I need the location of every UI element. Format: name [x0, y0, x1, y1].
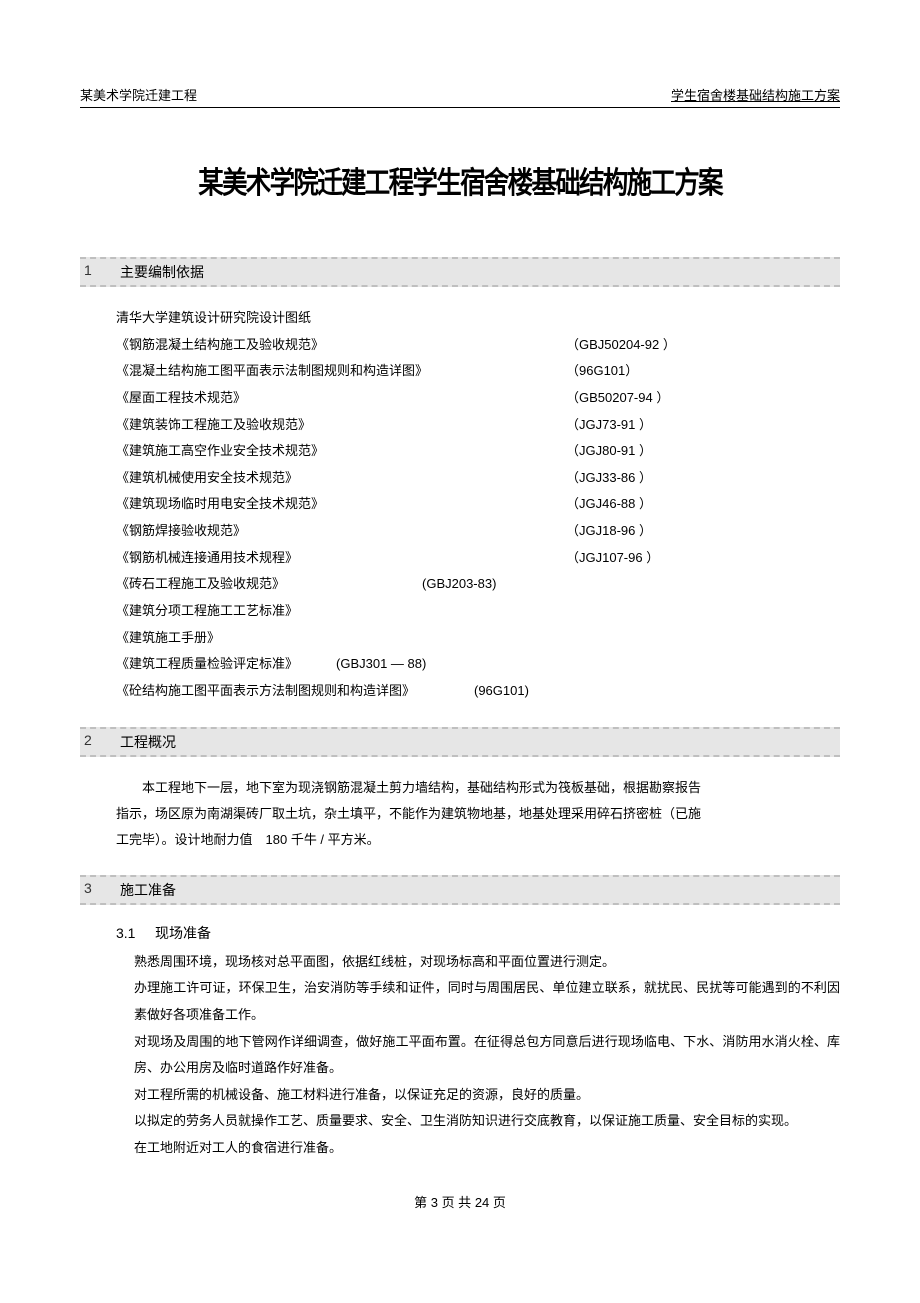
section-2-title: 工程概况: [120, 732, 176, 752]
ref-name: 《建筑现场临时用电安全技术规范》: [116, 491, 566, 518]
section-2-number: 2: [84, 732, 120, 752]
ref-name: 《建筑施工高空作业安全技术规范》: [116, 438, 566, 465]
ref-name: 《建筑施工手册》: [116, 625, 566, 652]
footer-pagenum: 3: [431, 1195, 438, 1210]
refs-intro: 清华大学建筑设计研究院设计图纸: [116, 305, 840, 332]
ref-code: （GB50207-94 ）: [566, 385, 669, 412]
ref-name: 《建筑装饰工程施工及验收规范》: [116, 412, 566, 439]
prep-item: 以拟定的劳务人员就操作工艺、质量要求、安全、卫生消防知识进行交底教育，以保证施工…: [134, 1108, 840, 1135]
ref-row: 《建筑工程质量检验评定标准》(GBJ301 — 88): [116, 651, 840, 678]
subsection-title: 现场准备: [155, 927, 211, 942]
subsection-number: 3.1: [116, 925, 135, 941]
section-2-head: 2 工程概况: [80, 727, 840, 757]
ref-row: 《砼结构施工图平面表示方法制图规则和构造详图》(96G101): [116, 678, 840, 705]
footer-e: 页: [493, 1195, 506, 1210]
ref-code: （JGJ46-88 ）: [566, 491, 652, 518]
ref-row: 《钢筋焊接验收规范》（JGJ18-96 ）: [116, 518, 840, 545]
ref-row: 《钢筋混凝土结构施工及验收规范》（GBJ50204-92 ）: [116, 332, 840, 359]
ref-row: 《钢筋机械连接通用技术规程》（JGJ107-96 ）: [116, 545, 840, 572]
overview-line3b: 180 千牛 / 平方米。: [266, 832, 380, 847]
prep-item: 对工程所需的机械设备、施工材料进行准备，以保证充足的资源，良好的质量。: [134, 1082, 840, 1109]
footer-a: 第: [414, 1195, 427, 1210]
section-1-head: 1 主要编制依据: [80, 257, 840, 287]
ref-row: 《建筑施工手册》: [116, 625, 840, 652]
section-3-head: 3 施工准备: [80, 875, 840, 905]
running-header: 某美术学院迁建工程 学生宿舍楼基础结构施工方案: [80, 85, 840, 108]
ref-row: 《建筑施工高空作业安全技术规范》（JGJ80-91 ）: [116, 438, 840, 465]
prep-item: 熟悉周围环境，现场核对总平面图，依据红线桩，对现场标高和平面位置进行测定。: [134, 949, 840, 976]
overview-line3a: 工完毕）。设计地耐力值: [116, 832, 253, 847]
section-2-body: 本工程地下一层，地下室为现浇钢筋混凝土剪力墙结构，基础结构形式为筏板基础，根据勘…: [80, 775, 840, 853]
section-3-title: 施工准备: [120, 880, 176, 900]
ref-code: （JGJ80-91 ）: [566, 438, 652, 465]
ref-name: 《钢筋焊接验收规范》: [116, 518, 566, 545]
ref-name: 《建筑工程质量检验评定标准》: [116, 651, 336, 678]
ref-name: 《砼结构施工图平面表示方法制图规则和构造详图》: [116, 678, 474, 705]
ref-row: 《屋面工程技术规范》（GB50207-94 ）: [116, 385, 840, 412]
ref-code: (96G101): [474, 678, 529, 705]
ref-name: 《建筑分项工程施工工艺标准》: [116, 598, 566, 625]
ref-code: （JGJ73-91 ）: [566, 412, 652, 439]
page: 某美术学院迁建工程 学生宿舍楼基础结构施工方案 某美术学院迁建工程学生宿舍楼基础…: [0, 0, 920, 1251]
prep-item: 在工地附近对工人的食宿进行准备。: [134, 1135, 840, 1162]
ref-row: 《建筑现场临时用电安全技术规范》（JGJ46-88 ）: [116, 491, 840, 518]
ref-code: (GBJ301 — 88): [336, 651, 426, 678]
ref-code: （96G101）: [566, 358, 638, 385]
prep-item: 对现场及周围的地下管网作详细调查，做好施工平面布置。在征得总包方同意后进行现场临…: [134, 1029, 840, 1082]
footer-total: 24: [475, 1195, 489, 1210]
ref-code: （GBJ50204-92 ）: [566, 332, 676, 359]
header-left: 某美术学院迁建工程: [80, 85, 197, 104]
ref-code: （JGJ107-96 ）: [566, 545, 659, 572]
ref-row: 《混凝土结构施工图平面表示法制图规则和构造详图》（96G101）: [116, 358, 840, 385]
ref-name: 《砖石工程施工及验收规范》: [116, 571, 422, 598]
section-1-title: 主要编制依据: [120, 262, 204, 282]
ref-code: （JGJ18-96 ）: [566, 518, 652, 545]
header-right: 学生宿舍楼基础结构施工方案: [671, 85, 840, 104]
subsection-3-1-body: 熟悉周围环境，现场核对总平面图，依据红线桩，对现场标高和平面位置进行测定。 办理…: [80, 949, 840, 1162]
ref-row: 《建筑分项工程施工工艺标准》: [116, 598, 840, 625]
overview-line1: 本工程地下一层，地下室为现浇钢筋混凝土剪力墙结构，基础结构形式为筏板基础，根据勘…: [142, 780, 701, 795]
page-footer: 第 3 页 共 24 页: [80, 1192, 840, 1211]
ref-name: 《屋面工程技术规范》: [116, 385, 566, 412]
ref-name: 《钢筋混凝土结构施工及验收规范》: [116, 332, 566, 359]
section-1-body: 清华大学建筑设计研究院设计图纸 《钢筋混凝土结构施工及验收规范》（GBJ5020…: [80, 305, 840, 705]
ref-name: 《钢筋机械连接通用技术规程》: [116, 545, 566, 572]
prep-item: 办理施工许可证，环保卫生，治安消防等手续和证件，同时与周围居民、单位建立联系，就…: [134, 975, 840, 1028]
ref-name: 《建筑机械使用安全技术规范》: [116, 465, 566, 492]
ref-code: （JGJ33-86 ）: [566, 465, 652, 492]
footer-c: 页 共: [442, 1195, 472, 1210]
subsection-3-1-head: 3.1 现场准备: [116, 923, 840, 943]
ref-row: 《建筑装饰工程施工及验收规范》（JGJ73-91 ）: [116, 412, 840, 439]
document-title: 某美术学院迁建工程学生宿舍楼基础结构施工方案: [137, 158, 783, 202]
ref-name: 《混凝土结构施工图平面表示法制图规则和构造详图》: [116, 358, 566, 385]
overview-line2: 指示，场区原为南湖渠砖厂取土坑，杂土填平，不能作为建筑物地基，地基处理采用碎石挤…: [116, 806, 701, 821]
ref-row: 《砖石工程施工及验收规范》(GBJ203-83): [116, 571, 840, 598]
ref-code: (GBJ203-83): [422, 571, 496, 598]
section-1-number: 1: [84, 262, 120, 282]
ref-row: 《建筑机械使用安全技术规范》（JGJ33-86 ）: [116, 465, 840, 492]
section-3-number: 3: [84, 880, 120, 900]
